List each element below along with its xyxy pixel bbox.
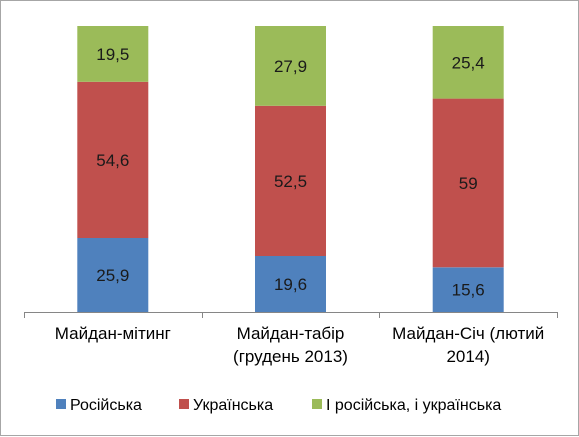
category-label-2-line-0: Майдан-Січ (лютий	[392, 324, 544, 343]
bar-segment-s1-c1	[255, 105, 326, 256]
data-label-s2-c0: 19,5	[96, 45, 129, 64]
legend-swatch-0	[56, 399, 66, 409]
data-label-s1-c0: 54,6	[96, 151, 129, 170]
bar-segment-s0-c1	[255, 255, 326, 312]
legend-swatch-2	[312, 399, 322, 409]
category-label-1-line-0: Майдан-табір	[237, 324, 345, 343]
bar-segment-s1-c2	[432, 98, 504, 268]
x-axis	[24, 312, 558, 318]
bar-segment-s0-c2	[432, 267, 504, 312]
category-label-0-line-0: Майдан-мітинг	[55, 324, 171, 343]
legend: Російська Українська І російська, і україн…	[56, 397, 501, 414]
data-label-s1-c2: 59	[459, 174, 478, 193]
legend-label-2: І російська, і українська	[326, 397, 501, 414]
bar-segment-s2-c0	[77, 26, 149, 82]
data-label-s0-c2: 15,6	[452, 281, 485, 300]
bar-segment-s0-c0	[77, 237, 149, 312]
category-labels: Майдан-мітинг Майдан-табір (грудень 2013) М…	[55, 324, 544, 366]
bar-segment-s1-c0	[77, 81, 149, 238]
bar-segment-s2-c2	[432, 26, 504, 99]
legend-label-1: Українська	[193, 397, 273, 414]
bars-layer: 25,9 54,6 19,5 19,6 52,5 27,9 15,6 59 25,4	[77, 26, 504, 312]
legend-swatch-1	[179, 399, 189, 409]
category-label-2-line-1: 2014)	[446, 347, 489, 366]
bar-segment-s2-c1	[255, 26, 326, 106]
category-label-1-line-1: (грудень 2013)	[233, 347, 348, 366]
data-label-s0-c0: 25,9	[96, 266, 129, 285]
data-label-s2-c2: 25,4	[452, 53, 485, 72]
data-label-s1-c1: 52,5	[274, 172, 307, 191]
data-label-s0-c1: 19,6	[274, 275, 307, 294]
data-label-s2-c1: 27,9	[274, 57, 307, 76]
legend-label-0: Російська	[70, 397, 142, 414]
